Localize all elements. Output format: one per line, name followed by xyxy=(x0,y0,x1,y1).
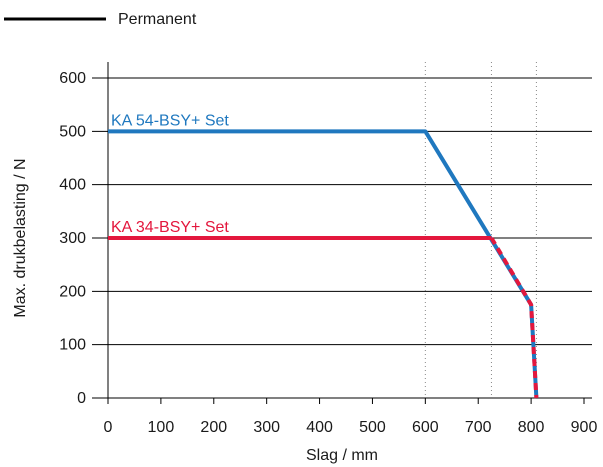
y-tick-label: 500 xyxy=(59,123,86,140)
legend-label-permanent: Permanent xyxy=(118,11,197,28)
tick-labels: 0 100 200 300 400 500 600 0 100 200 300 400 500 600 70… xyxy=(59,70,597,436)
series-line-ka54 xyxy=(108,129,539,399)
legend: Permanent xyxy=(4,11,197,28)
reference-lines xyxy=(424,62,537,398)
x-tick-label: 100 xyxy=(148,419,175,436)
x-axis-label: Slag / mm xyxy=(306,447,378,464)
x-tick-label: 800 xyxy=(518,419,545,436)
axes xyxy=(107,62,585,404)
y-tick-label: 0 xyxy=(77,390,86,407)
y-tick-label: 300 xyxy=(59,230,86,247)
x-tick-label: 700 xyxy=(465,419,492,436)
series-label-ka54: KA 54-BSY+ Set xyxy=(111,112,229,129)
x-tick-label: 300 xyxy=(253,419,280,436)
x-tick-label: 400 xyxy=(306,419,333,436)
y-tick-label: 100 xyxy=(59,337,86,354)
y-tick-label: 600 xyxy=(59,70,86,87)
x-tick-label: 0 xyxy=(104,419,113,436)
series-label-ka34: KA 34-BSY+ Set xyxy=(111,219,229,236)
y-axis-label: Max. drukbelasting / N xyxy=(12,158,29,317)
x-tick-label: 900 xyxy=(571,419,598,436)
y-tick-label: 200 xyxy=(59,283,86,300)
x-tick-label: 500 xyxy=(359,419,386,436)
series-line-ka34-tail xyxy=(489,236,539,399)
y-tick-label: 400 xyxy=(59,177,86,194)
series: KA 54-BSY+ Set KA 34-BSY+ Set xyxy=(108,112,539,399)
x-tick-label: 600 xyxy=(412,419,439,436)
x-tick-label: 200 xyxy=(200,419,227,436)
